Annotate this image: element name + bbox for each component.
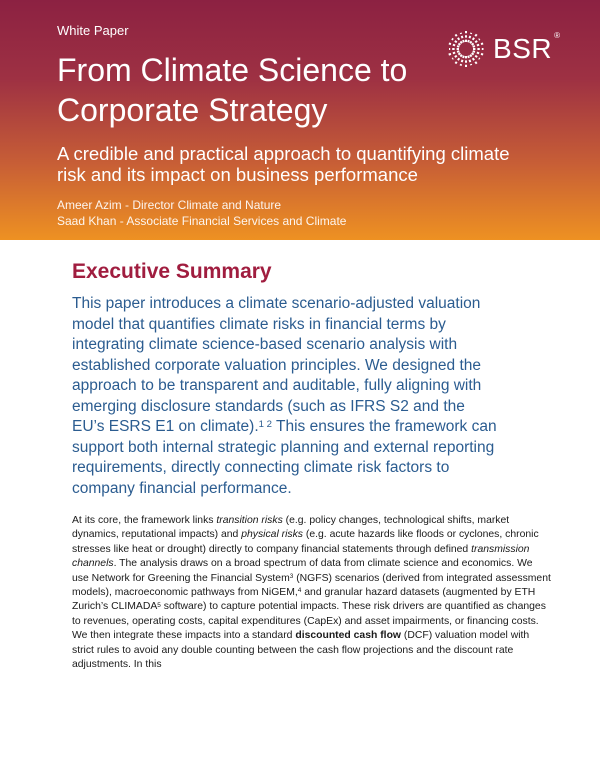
- document-type-label: White Paper: [57, 23, 129, 38]
- lead-paragraph: This paper introduces a climate scenario…: [72, 295, 497, 497]
- section-heading: Executive Summary: [72, 260, 272, 283]
- author-line: Saad Khan - Associate Financial Services…: [57, 214, 347, 228]
- author-line: Ameer Azim - Director Climate and Nature: [57, 198, 282, 212]
- bsr-logo: BSR ®: [446, 29, 560, 69]
- starburst-icon: [446, 29, 486, 69]
- page-subtitle: A credible and practical approach to qua…: [57, 143, 510, 185]
- author-block: Ameer Azim - Director Climate and Nature…: [57, 197, 346, 229]
- page-title: From Climate Science to Corporate Strate…: [57, 52, 408, 128]
- bsr-logo-text: BSR: [493, 33, 553, 64]
- registered-trademark-mark: ®: [554, 31, 560, 40]
- hero-header: White Paper: [0, 0, 600, 240]
- executive-summary-section: Executive Summary This paper introduces …: [0, 240, 600, 672]
- detail-paragraph: At its core, the framework links transit…: [72, 515, 551, 671]
